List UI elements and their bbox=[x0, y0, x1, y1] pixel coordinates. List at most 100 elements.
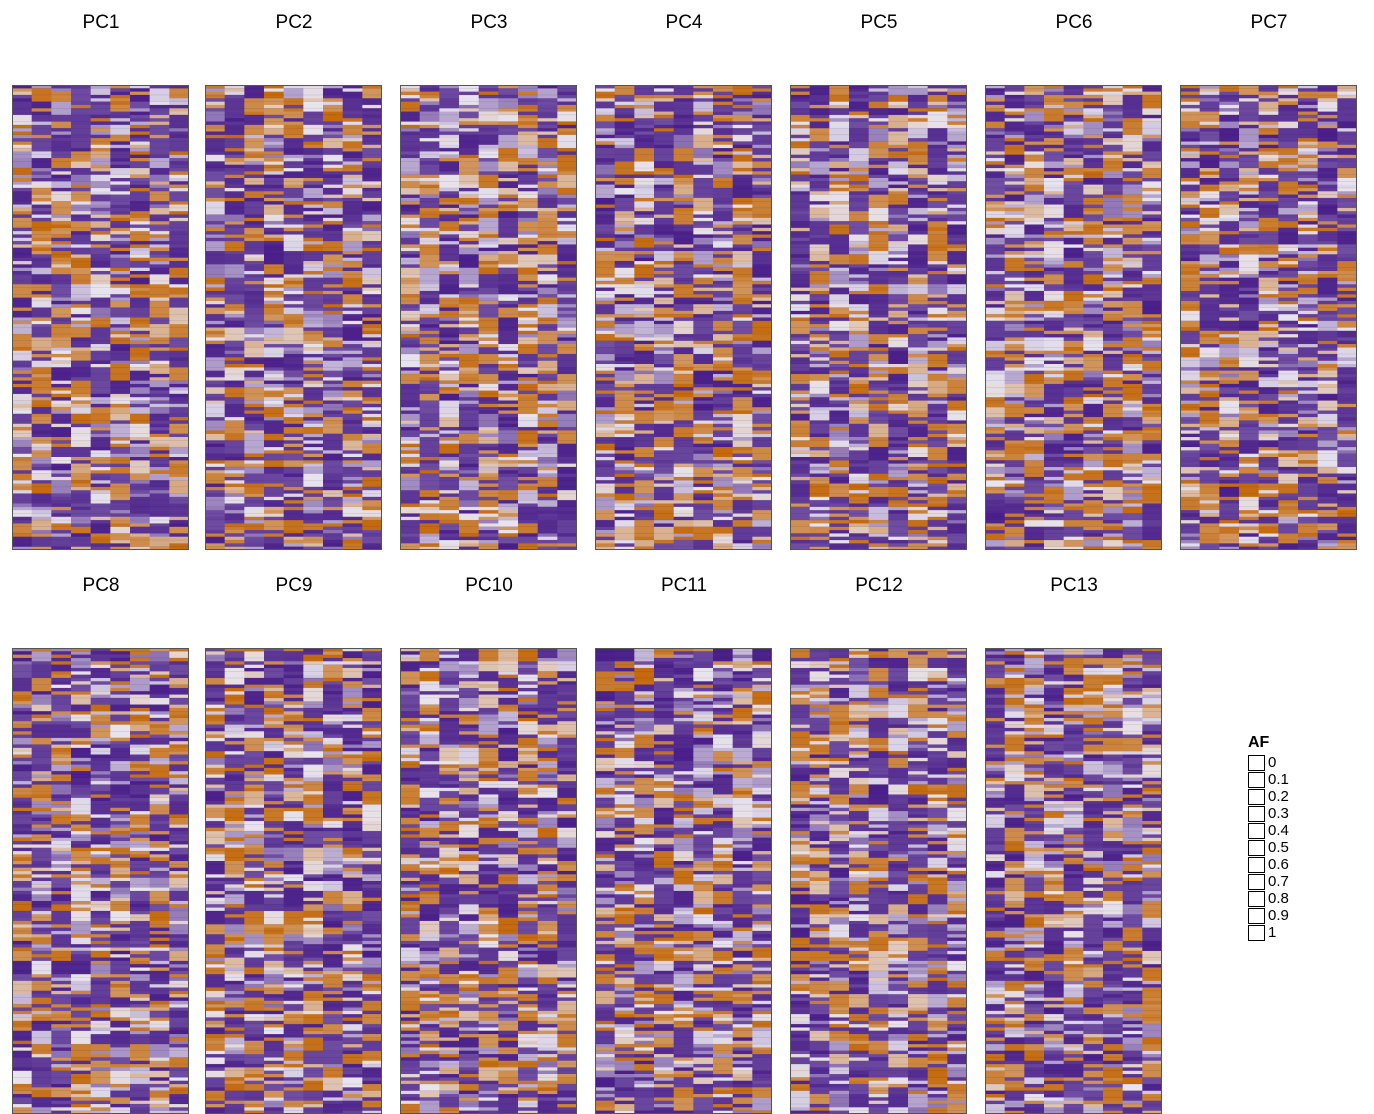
heatmap-cell bbox=[110, 224, 131, 229]
heatmap-cell bbox=[693, 300, 714, 305]
heatmap-cell bbox=[169, 287, 189, 292]
heatmap-cell bbox=[634, 224, 655, 229]
heatmap-cell bbox=[31, 201, 52, 205]
heatmap-cell bbox=[224, 373, 245, 378]
heatmap-cell bbox=[557, 407, 577, 411]
heatmap-cell bbox=[654, 214, 675, 219]
heatmap-cell bbox=[303, 523, 324, 528]
heatmap-cell bbox=[362, 108, 382, 112]
heatmap-cell bbox=[130, 546, 151, 550]
heatmap-cell bbox=[12, 280, 33, 285]
heatmap-cell bbox=[400, 354, 421, 358]
heatmap-cell bbox=[342, 540, 363, 544]
heatmap-cell bbox=[498, 480, 519, 484]
heatmap-cell bbox=[90, 533, 111, 538]
heatmap-cell bbox=[12, 174, 33, 179]
heatmap-cell bbox=[244, 350, 265, 355]
heatmap-cell bbox=[752, 367, 772, 371]
heatmap-cell bbox=[224, 221, 245, 225]
heatmap-cell bbox=[12, 433, 33, 438]
heatmap-cell bbox=[439, 420, 460, 425]
heatmap-cell bbox=[283, 124, 304, 129]
heatmap-cell bbox=[90, 344, 111, 348]
heatmap-cell bbox=[634, 144, 655, 149]
heatmap-cell bbox=[654, 247, 675, 252]
heatmap-cell bbox=[149, 204, 170, 209]
heatmap-cell bbox=[634, 234, 655, 239]
heatmap-cell bbox=[342, 85, 363, 89]
heatmap-cell bbox=[323, 221, 344, 225]
heatmap-cell bbox=[205, 360, 226, 365]
heatmap-cell bbox=[323, 420, 344, 425]
heatmap-cell bbox=[634, 360, 655, 365]
heatmap-cell bbox=[439, 94, 460, 99]
heatmap-cell bbox=[362, 284, 382, 288]
heatmap-cell bbox=[459, 304, 480, 308]
heatmap-cell bbox=[595, 138, 616, 142]
heatmap-cell bbox=[12, 373, 33, 378]
heatmap-cell bbox=[362, 141, 382, 146]
heatmap-cell bbox=[323, 191, 344, 195]
heatmap-cell bbox=[205, 114, 226, 119]
heatmap-cell bbox=[51, 526, 72, 531]
heatmap-cell bbox=[342, 304, 363, 308]
heatmap-cell bbox=[557, 271, 577, 275]
heatmap-cell bbox=[283, 437, 304, 441]
heatmap-cell bbox=[110, 427, 131, 431]
heatmap-cell bbox=[362, 540, 382, 544]
heatmap-cell bbox=[51, 128, 72, 132]
heatmap-cell bbox=[303, 287, 324, 292]
heatmap-cell bbox=[459, 430, 480, 435]
heatmap-cell bbox=[634, 290, 655, 295]
heatmap-cell bbox=[654, 377, 675, 381]
heatmap-cell bbox=[614, 354, 635, 358]
heatmap-cell bbox=[323, 274, 344, 278]
heatmap-cell bbox=[130, 440, 151, 445]
heatmap-cell bbox=[439, 476, 460, 481]
heatmap-cell bbox=[51, 304, 72, 308]
heatmap-cell bbox=[400, 187, 421, 192]
heatmap-cell bbox=[713, 221, 734, 225]
heatmap-cell bbox=[400, 506, 421, 511]
heatmap-cell bbox=[283, 390, 304, 395]
heatmap-cell bbox=[149, 466, 170, 471]
heatmap-cell bbox=[362, 536, 382, 541]
heatmap-cell bbox=[732, 367, 753, 371]
heatmap-cell bbox=[71, 108, 92, 112]
heatmap-cell bbox=[459, 287, 480, 292]
heatmap-cell bbox=[149, 191, 170, 195]
heatmap-cell bbox=[323, 307, 344, 312]
heatmap-cell bbox=[244, 254, 265, 259]
heatmap-cell bbox=[90, 297, 111, 302]
heatmap-cell bbox=[537, 536, 558, 541]
heatmap-cell bbox=[732, 214, 753, 219]
heatmap-cell bbox=[419, 221, 440, 225]
heatmap-cell bbox=[518, 241, 539, 245]
heatmap-cell bbox=[557, 387, 577, 391]
heatmap-cell bbox=[518, 284, 539, 288]
heatmap-cell bbox=[654, 370, 675, 375]
heatmap-cell bbox=[323, 207, 344, 212]
heatmap-cell bbox=[478, 334, 499, 338]
heatmap-cell bbox=[12, 510, 33, 514]
heatmap-cell bbox=[169, 141, 189, 146]
heatmap-cell bbox=[31, 407, 52, 411]
heatmap-cell bbox=[244, 433, 265, 438]
heatmap-cell bbox=[732, 191, 753, 195]
heatmap-cell bbox=[71, 397, 92, 401]
heatmap-cell bbox=[459, 277, 480, 282]
heatmap-cell bbox=[693, 340, 714, 345]
heatmap-cell bbox=[614, 334, 635, 338]
heatmap-cell bbox=[224, 380, 245, 385]
heatmap-cell bbox=[12, 357, 33, 361]
heatmap-cell bbox=[732, 447, 753, 451]
heatmap-cell bbox=[169, 251, 189, 255]
heatmap-cell bbox=[439, 187, 460, 192]
heatmap-cell bbox=[693, 450, 714, 454]
heatmap-cell bbox=[342, 224, 363, 229]
heatmap-cell bbox=[439, 327, 460, 332]
heatmap-cell bbox=[459, 274, 480, 278]
heatmap-cell bbox=[71, 350, 92, 355]
heatmap-cell bbox=[90, 267, 111, 272]
heatmap-cell bbox=[31, 410, 52, 415]
